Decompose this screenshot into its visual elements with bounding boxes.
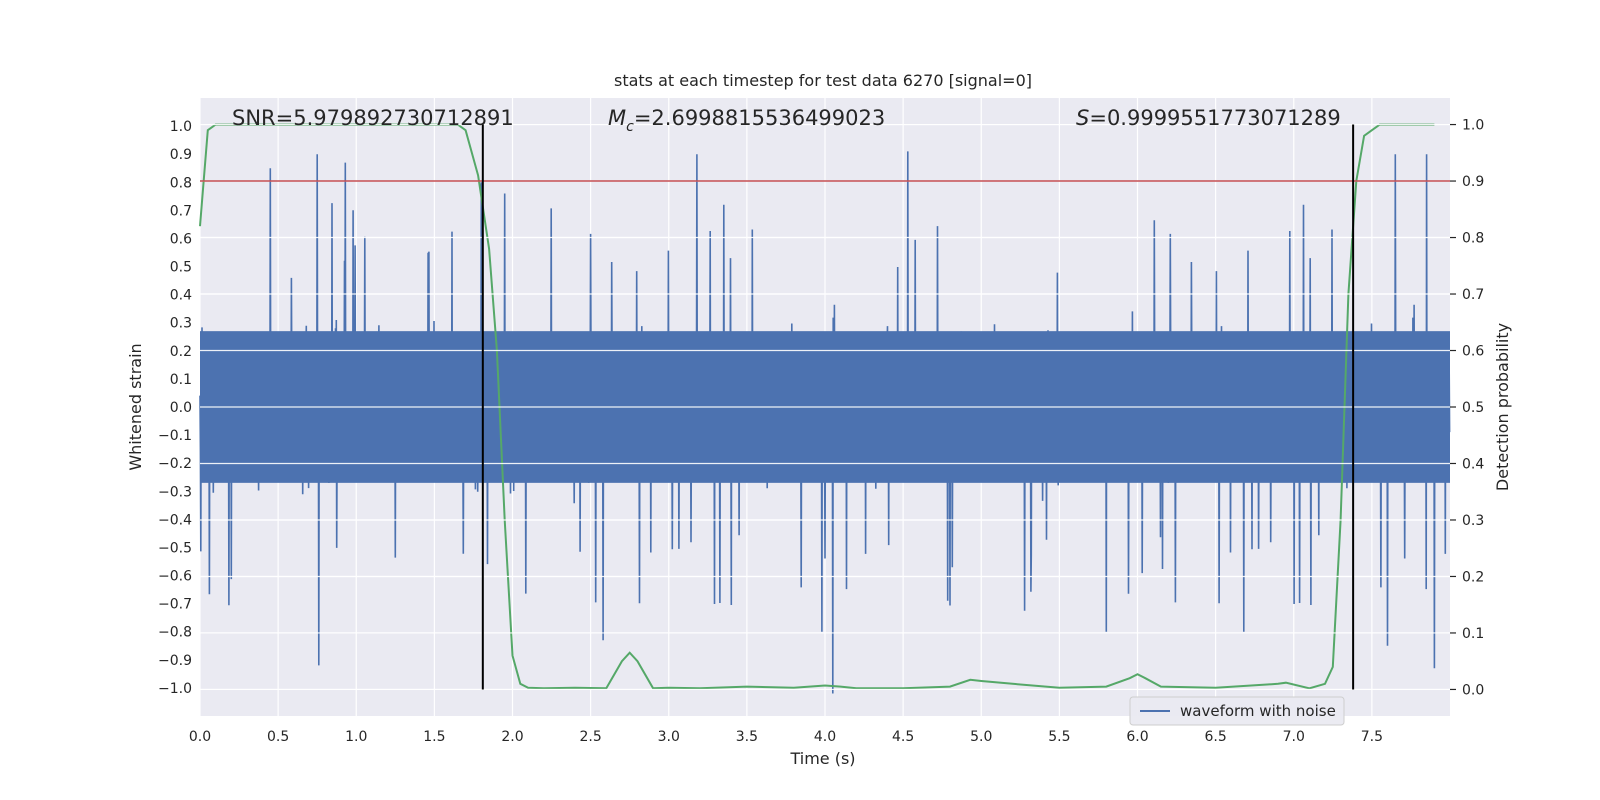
x-tick-label: 2.0 <box>501 729 523 745</box>
chirp-mass-annotation: Mc=2.6998815536499023 <box>608 106 885 135</box>
y2-tick-label: 0.7 <box>1462 287 1484 303</box>
x-tick-label: 2.5 <box>579 729 601 745</box>
y2-tick-label: 0.6 <box>1462 344 1484 360</box>
y2-axis-label: Detection probability <box>1493 323 1512 491</box>
y-axis-right: 1.0 0.9 0.8 0.7 0.6 0.5 0.4 0.3 0.2 0.1 0.0 <box>1450 118 1484 698</box>
y-tick-label: 0.4 <box>170 288 192 304</box>
snr-annotation: SNR=5.979892730712891 <box>232 106 514 130</box>
overlay-lines <box>200 123 1450 691</box>
y-axis-left: 1.0 0.9 0.8 0.7 0.6 0.5 0.4 0.3 0.2 0.1 0.0 −0.1 −0.… <box>158 119 192 697</box>
chirp-mass-symbol: M <box>608 106 626 130</box>
y-axis-label: Whitened strain <box>126 343 145 470</box>
x-tick-label: 7.0 <box>1283 729 1305 745</box>
y2-tick-label: 0.2 <box>1462 569 1484 585</box>
y2-tick-label: 1.0 <box>1462 118 1484 134</box>
y-tick-label: 1.0 <box>170 119 192 135</box>
y-tick-label: 0.8 <box>170 175 192 191</box>
x-tick-label: 5.0 <box>970 729 992 745</box>
statistic-symbol: S <box>1076 106 1089 130</box>
y2-tick-label: 0.3 <box>1462 513 1484 529</box>
y-tick-label: 0.6 <box>170 231 192 247</box>
x-tick-label: 1.5 <box>423 729 445 745</box>
probability-series <box>199 123 1435 690</box>
chirp-mass-subscript: c <box>626 119 634 135</box>
y-tick-label: −0.9 <box>158 653 192 669</box>
y-tick-label: −0.6 <box>158 569 192 585</box>
y-tick-label: 0.7 <box>170 203 192 219</box>
y-tick-label: 0.9 <box>170 147 192 163</box>
y-tick-label: −0.5 <box>158 540 192 556</box>
x-tick-label: 5.5 <box>1048 729 1070 745</box>
x-tick-label: 0.5 <box>267 729 289 745</box>
x-tick-label: 7.5 <box>1361 729 1383 745</box>
x-tick-label: 6.5 <box>1204 729 1226 745</box>
y-tick-label: −0.1 <box>158 428 192 444</box>
y-tick-label: 0.3 <box>170 316 192 332</box>
y-tick-label: −0.2 <box>158 456 192 472</box>
x-tick-label: 4.0 <box>814 729 836 745</box>
x-tick-label: 4.5 <box>892 729 914 745</box>
y2-tick-label: 0.0 <box>1462 682 1484 698</box>
y-tick-label: −0.4 <box>158 512 192 528</box>
legend-label: waveform with noise <box>1180 702 1336 720</box>
chirp-mass-value: =2.6998815536499023 <box>634 106 885 130</box>
y-tick-label: 0.1 <box>170 372 192 388</box>
legend-box <box>1129 696 1345 726</box>
y2-tick-label: 0.8 <box>1462 231 1484 247</box>
statistic-annotation: S=0.9999551773071289 <box>1076 106 1341 130</box>
y-tick-label: −0.8 <box>158 625 192 641</box>
chart-title: stats at each timestep for test data 627… <box>614 71 1032 90</box>
x-axis-label: Time (s) <box>789 749 855 768</box>
y-tick-label: 0.5 <box>170 260 192 276</box>
y2-tick-label: 0.5 <box>1462 400 1484 416</box>
legend: waveform with noise <box>1129 696 1345 726</box>
x-tick-label: 1.0 <box>345 729 367 745</box>
y2-tick-label: 0.1 <box>1462 626 1484 642</box>
y-tick-label: −1.0 <box>158 681 192 697</box>
y-tick-label: 0.0 <box>170 400 192 416</box>
probability-line <box>199 123 1435 690</box>
x-tick-label: 3.0 <box>658 729 680 745</box>
x-tick-label: 3.5 <box>736 729 758 745</box>
y-tick-label: −0.7 <box>158 597 192 613</box>
x-axis: 0.0 0.5 1.0 1.5 2.0 2.5 3.0 3.5 4.0 4.5 5.0 5.5 6.0 6… <box>189 729 1383 745</box>
y2-tick-label: 0.4 <box>1462 456 1484 472</box>
y-tick-label: 0.2 <box>170 344 192 360</box>
y2-tick-label: 0.9 <box>1462 174 1484 190</box>
x-tick-label: 6.0 <box>1126 729 1148 745</box>
statistic-value: =0.9999551773071289 <box>1089 106 1340 130</box>
y-tick-label: −0.3 <box>158 484 192 500</box>
x-tick-label: 0.0 <box>189 729 211 745</box>
